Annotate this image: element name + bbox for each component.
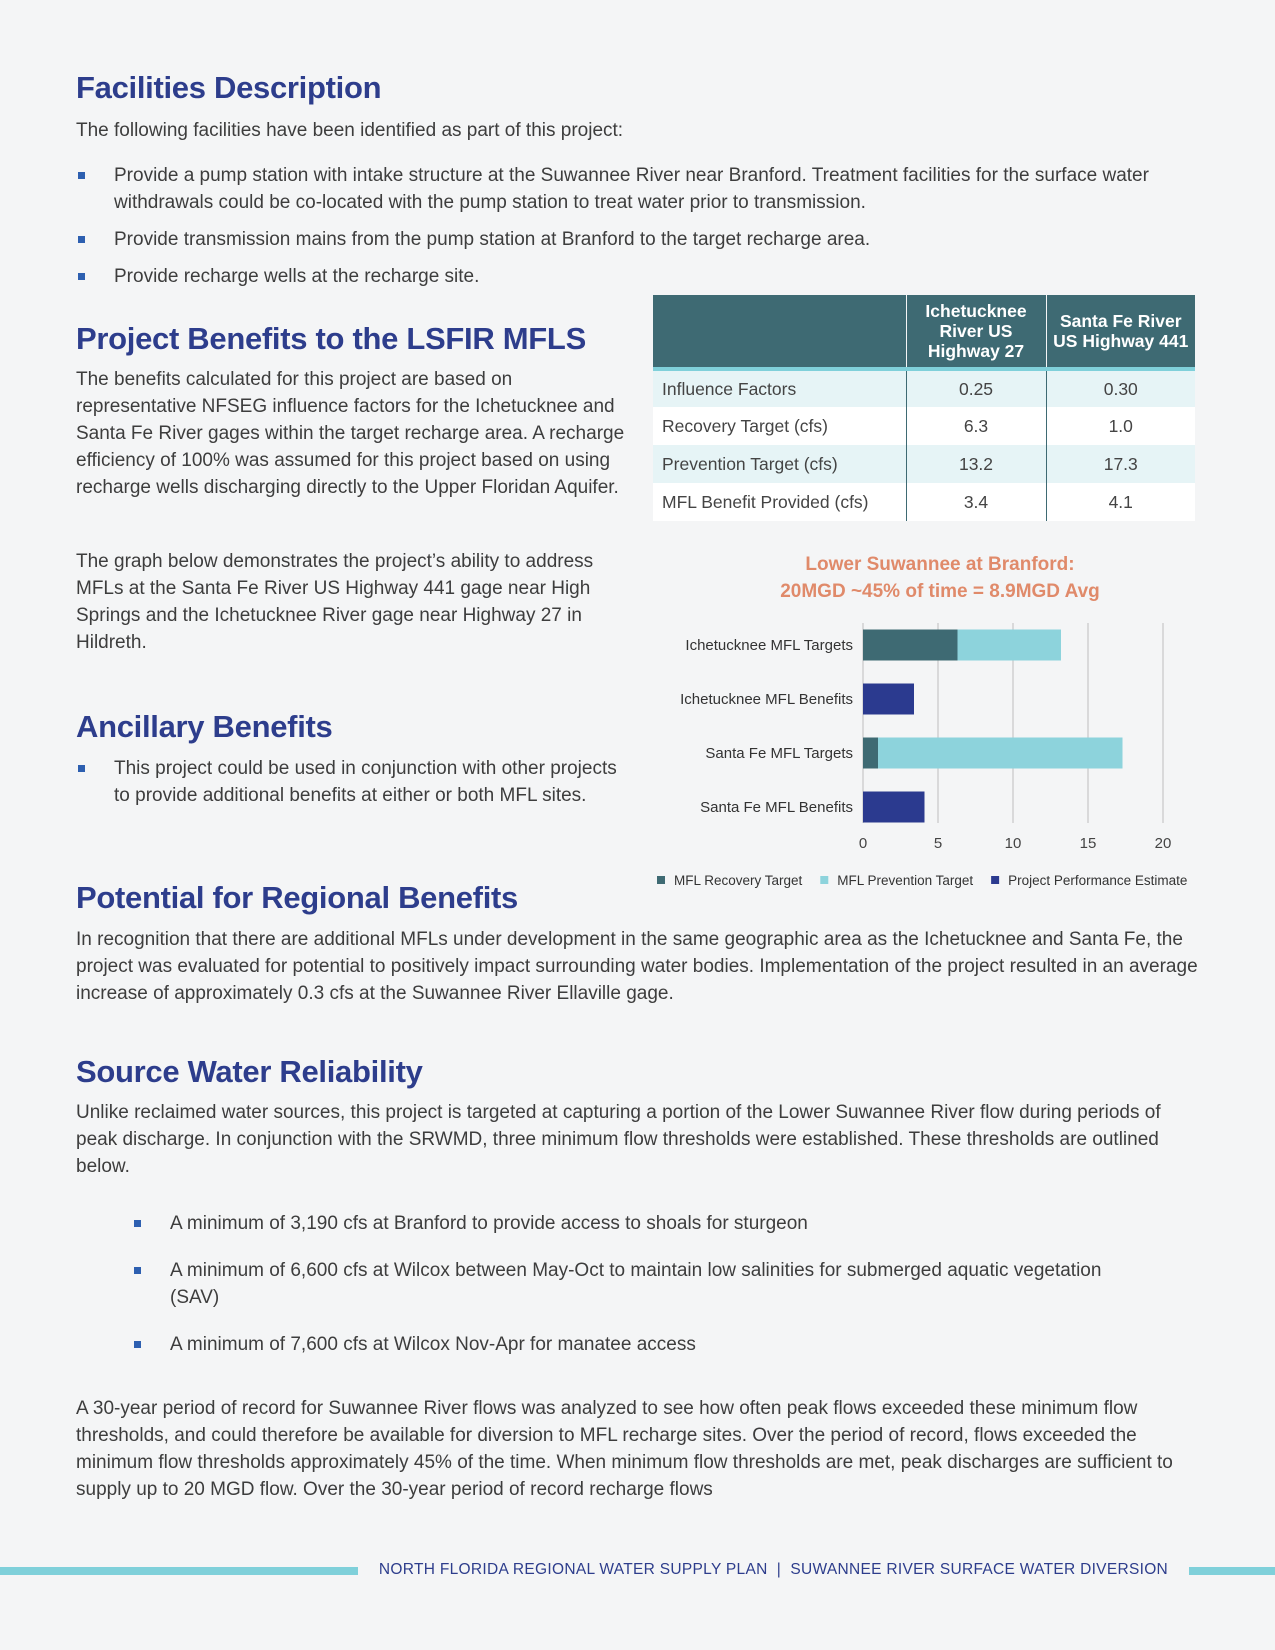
legend-swatch bbox=[657, 876, 665, 884]
regional-heading: Potential for Regional Benefits bbox=[76, 880, 518, 915]
bar-project-performance-estimate bbox=[863, 791, 925, 823]
table-row: MFL Benefit Provided (cfs) 3.4 4.1 bbox=[653, 483, 1195, 521]
x-tick-label: 10 bbox=[1005, 835, 1022, 852]
list-item: A minimum of 3,190 cfs at Branford to pr… bbox=[132, 1210, 1152, 1237]
list-item-text: Provide recharge wells at the recharge s… bbox=[114, 266, 480, 287]
regional-paragraph: In recognition that there are additional… bbox=[76, 929, 1198, 1004]
bar-mfl-prevention-target bbox=[863, 737, 1123, 769]
list-item: Provide recharge wells at the recharge s… bbox=[76, 263, 1206, 290]
reliability-heading: Source Water Reliability bbox=[76, 1054, 423, 1089]
reliability-paragraph: Unlike reclaimed water sources, this pro… bbox=[76, 1102, 1161, 1177]
table-cell: 4.1 bbox=[1045, 483, 1195, 521]
table-cell: 6.3 bbox=[905, 407, 1046, 445]
table-cell: Prevention Target (cfs) bbox=[653, 445, 906, 483]
legend-swatch bbox=[820, 876, 829, 884]
list-item-text: A minimum of 6,600 cfs at Wilcox between… bbox=[170, 1260, 1102, 1308]
list-item: A minimum of 6,600 cfs at Wilcox between… bbox=[132, 1257, 1152, 1311]
record-paragraph: A 30-year period of record for Suwannee … bbox=[76, 1398, 1173, 1500]
table-row: Prevention Target (cfs) 13.2 17.3 bbox=[653, 445, 1195, 483]
benefits-heading: Project Benefits to the LSFIR MFLS bbox=[76, 321, 586, 356]
legend-label: MFL Recovery Target bbox=[674, 873, 803, 888]
list-item-text: A minimum of 7,600 cfs at Wilcox Nov-Apr… bbox=[170, 1334, 696, 1355]
list-item: A minimum of 7,600 cfs at Wilcox Nov-Apr… bbox=[132, 1331, 1152, 1358]
footer-text: NORTH FLORIDA REGIONAL WATER SUPPLY PLAN… bbox=[378, 1561, 1169, 1578]
legend-label: Project Performance Estimate bbox=[1008, 873, 1187, 888]
bullet-icon bbox=[134, 1341, 141, 1348]
x-tick-label: 15 bbox=[1080, 835, 1097, 852]
bullet-icon bbox=[78, 172, 85, 179]
list-item: Provide a pump station with intake struc… bbox=[76, 162, 1206, 216]
table-row: Influence Factors 0.25 0.30 bbox=[653, 369, 1195, 407]
footer-line-right bbox=[1189, 1567, 1275, 1575]
table-cell: 0.30 bbox=[1045, 369, 1195, 407]
category-label: Santa Fe MFL Benefits bbox=[700, 799, 853, 816]
list-item-text: Provide transmission mains from the pump… bbox=[114, 229, 871, 250]
footer-line-left bbox=[0, 1567, 358, 1575]
bullet-icon bbox=[78, 273, 85, 280]
facilities-heading: Facilities Description bbox=[76, 70, 382, 105]
table-cell: 1.0 bbox=[1045, 407, 1195, 445]
category-label: Ichetucknee MFL Benefits bbox=[680, 691, 853, 708]
facilities-list: Provide a pump station with intake struc… bbox=[76, 162, 1206, 300]
table-row: Recovery Target (cfs) 6.3 1.0 bbox=[653, 407, 1195, 445]
table-header: Ichetucknee River US Highway 27 bbox=[905, 295, 1046, 371]
facilities-intro: The following facilities have been ident… bbox=[76, 120, 624, 141]
x-tick-label: 20 bbox=[1155, 835, 1172, 852]
table-cell: Influence Factors bbox=[653, 369, 906, 407]
benefits-paragraph: The benefits calculated for this project… bbox=[76, 369, 625, 498]
benefits-table: Ichetucknee River US Highway 27 Santa Fe… bbox=[653, 295, 1195, 521]
table-cell: Recovery Target (cfs) bbox=[653, 407, 906, 445]
bullet-icon bbox=[134, 1267, 141, 1274]
table-cell: 0.25 bbox=[905, 369, 1046, 407]
chart-title: 20MGD ~45% of time = 8.9MGD Avg bbox=[780, 581, 1100, 602]
bar-project-performance-estimate bbox=[863, 683, 914, 715]
graph-paragraph: The graph below demonstrates the project… bbox=[76, 551, 594, 653]
table-cell: 17.3 bbox=[1045, 445, 1195, 483]
bar-mfl-recovery-target bbox=[863, 629, 958, 661]
ancillary-heading: Ancillary Benefits bbox=[76, 709, 333, 744]
table-header bbox=[653, 295, 906, 371]
list-item: This project could be used in conjunctio… bbox=[76, 755, 636, 809]
table-header: Santa Fe River US Highway 441 bbox=[1045, 295, 1195, 371]
x-tick-label: 5 bbox=[934, 835, 942, 852]
x-tick-label: 0 bbox=[859, 835, 867, 852]
table-cell: 3.4 bbox=[905, 483, 1046, 521]
benefits-chart: Lower Suwannee at Branford: 20MGD ~45% of… bbox=[657, 554, 1187, 888]
legend-label: MFL Prevention Target bbox=[837, 873, 973, 888]
list-item: Provide transmission mains from the pump… bbox=[76, 226, 1206, 253]
list-item-text: A minimum of 3,190 cfs at Branford to pr… bbox=[170, 1213, 808, 1234]
bullet-icon bbox=[134, 1220, 141, 1227]
list-item-text: Provide a pump station with intake struc… bbox=[114, 165, 1149, 213]
bullet-icon bbox=[78, 765, 85, 772]
bullet-icon bbox=[78, 236, 85, 243]
category-label: Ichetucknee MFL Targets bbox=[685, 637, 853, 654]
chart-title: Lower Suwannee at Branford: bbox=[805, 554, 1074, 575]
ancillary-list: This project could be used in conjunctio… bbox=[76, 755, 636, 819]
thresholds-list: A minimum of 3,190 cfs at Branford to pr… bbox=[132, 1210, 1152, 1368]
category-label: Santa Fe MFL Targets bbox=[705, 745, 853, 762]
bar-mfl-recovery-target bbox=[863, 737, 878, 769]
legend-swatch bbox=[991, 876, 1000, 884]
table-header-row: Ichetucknee River US Highway 27 Santa Fe… bbox=[653, 295, 1195, 371]
list-item-text: This project could be used in conjunctio… bbox=[114, 758, 617, 806]
table-cell: MFL Benefit Provided (cfs) bbox=[653, 483, 906, 521]
table-cell: 13.2 bbox=[905, 445, 1046, 483]
